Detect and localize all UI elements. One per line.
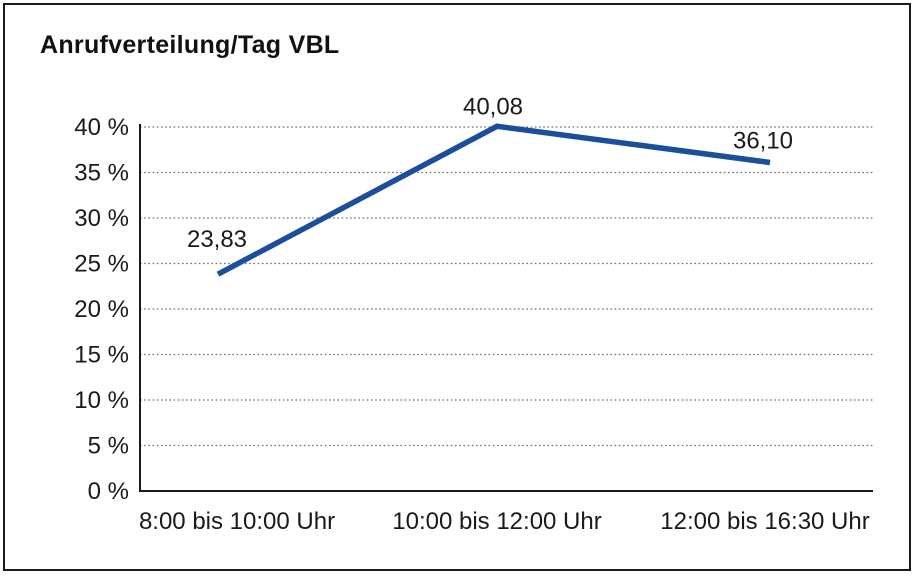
data-point-label: 36,10 <box>733 127 793 154</box>
y-tick-label: 35 % <box>74 160 129 187</box>
gridlines <box>140 126 873 447</box>
data-point-label: 23,83 <box>187 226 247 253</box>
y-tick-label: 30 % <box>74 205 129 232</box>
data-point-value-labels: 23,83 40,08 36,10 <box>187 93 793 253</box>
y-axis-tick-labels: 0 % 5 % 10 % 15 % 20 % 25 % 30 % 35 % 40 % <box>74 114 129 505</box>
y-tick-label: 25 % <box>74 251 129 278</box>
y-tick-label: 20 % <box>74 296 129 323</box>
x-category-label: 12:00 bis 16:30 Uhr <box>660 508 869 535</box>
axes <box>139 124 873 492</box>
y-tick-label: 15 % <box>74 342 129 369</box>
data-point-label: 40,08 <box>463 93 523 120</box>
y-tick-label: 0 % <box>88 478 129 505</box>
chart-title: Anrufverteilung/Tag VBL <box>40 31 340 59</box>
x-axis-category-labels: 8:00 bis 10:00 Uhr 10:00 bis 12:00 Uhr 12:… <box>139 508 870 535</box>
y-tick-label: 5 % <box>88 433 129 460</box>
y-tick-label: 40 % <box>74 114 129 141</box>
x-category-label: 8:00 bis 10:00 Uhr <box>139 508 335 535</box>
y-tick-label: 10 % <box>74 387 129 414</box>
x-category-label: 10:00 bis 12:00 Uhr <box>392 508 601 535</box>
data-series-line <box>216 123 771 277</box>
